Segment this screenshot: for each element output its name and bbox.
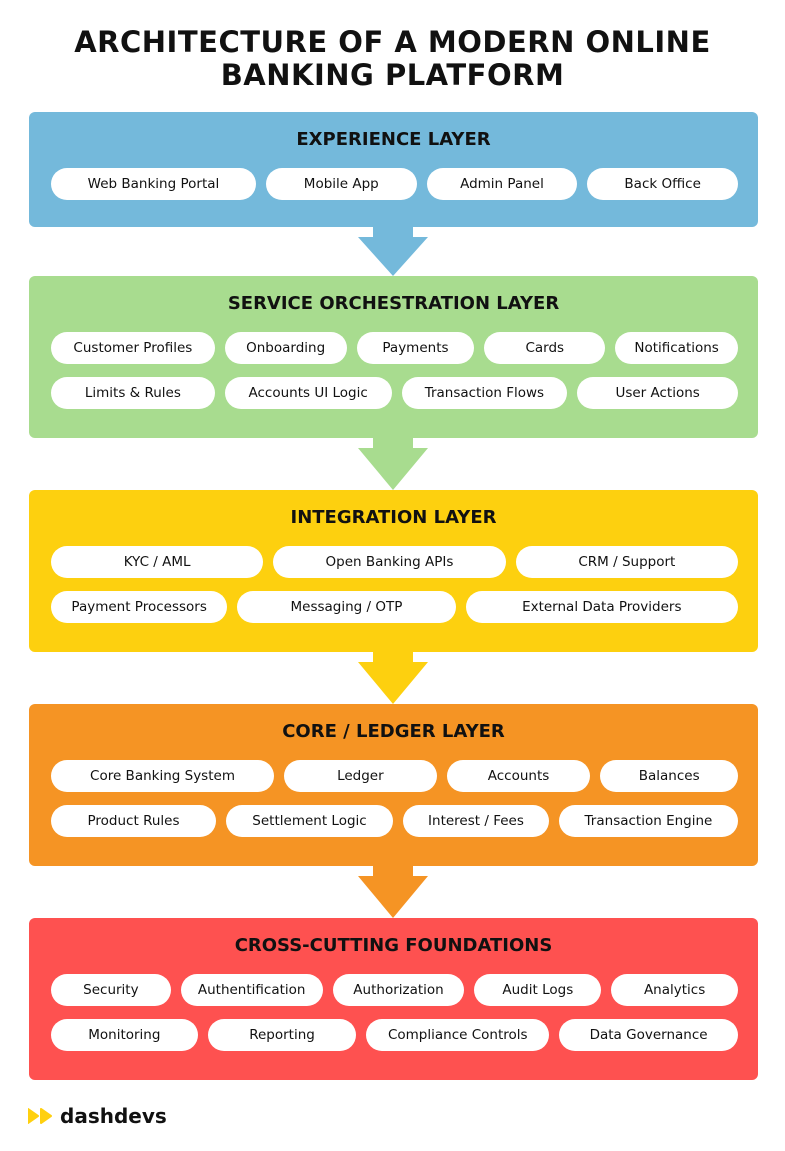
component-row: Payment Processors Messaging / OTP Externa… [51, 591, 738, 623]
component-pill: Accounts UI Logic [224, 377, 392, 409]
component-row: Limits & Rules Accounts UI Logic Transacti… [51, 377, 738, 409]
component-pill: Messaging / OTP [237, 591, 456, 623]
component-row: Web Banking Portal Mobile App Admin Panel B… [51, 168, 738, 200]
component-pill: Product Rules [51, 805, 216, 837]
component-row: Security Authentification Authorization Aud… [51, 974, 738, 1006]
component-row: Customer Profiles Onboarding Payments Cards… [51, 332, 738, 364]
component-pill: Monitoring [51, 1019, 198, 1051]
component-pill: Ledger [284, 760, 437, 792]
component-pill: Web Banking Portal [51, 168, 256, 200]
layer-title: SERVICE ORCHESTRATION LAYER [227, 293, 560, 314]
component-pill: Authentification [180, 974, 323, 1006]
down-arrow-icon [358, 652, 428, 704]
layer-title: INTEGRATION LAYER [290, 507, 497, 528]
title-line-1: ARCHITECTURE OF A MODERN ONLINE [74, 25, 711, 59]
component-pill: Compliance Controls [366, 1019, 550, 1051]
component-pill: Mobile App [265, 168, 417, 200]
component-pill: Payments [356, 332, 475, 364]
layer-1: EXPERIENCE LAYER Web Banking Portal Mobile… [29, 112, 758, 227]
component-pill: Transaction Flows [401, 377, 568, 409]
component-pill: Open Banking APIs [273, 546, 506, 578]
down-arrow-icon [358, 866, 428, 918]
component-row: Core Banking System Ledger Accounts Balance… [51, 760, 738, 792]
layer-title: CROSS-CUTTING FOUNDATIONS [234, 935, 553, 956]
component-pill: External Data Providers [465, 591, 738, 623]
component-pill: Cards [484, 332, 606, 364]
component-pill: Admin Panel [426, 168, 578, 200]
component-pill: Accounts [446, 760, 591, 792]
title-line-2: BANKING PLATFORM [220, 58, 565, 92]
component-pill: Balances [600, 760, 738, 792]
component-pill: Data Governance [559, 1019, 738, 1051]
layer-title: EXPERIENCE LAYER [296, 129, 491, 150]
component-pill: Security [51, 974, 171, 1006]
component-pill: Onboarding [224, 332, 347, 364]
component-pill: Limits & Rules [51, 377, 215, 409]
component-pill: KYC / AML [51, 546, 264, 578]
down-arrow-icon [358, 438, 428, 490]
component-row: KYC / AML Open Banking APIs CRM / Support [51, 546, 738, 578]
page-title: ARCHITECTURE OF A MODERN ONLINE BANKING P… [0, 26, 785, 92]
component-pill: Authorization [332, 974, 465, 1006]
component-pill: Settlement Logic [226, 805, 394, 837]
component-pill: CRM / Support [515, 546, 738, 578]
component-pill: Audit Logs [474, 974, 602, 1006]
layer-3: INTEGRATION LAYER KYC / AML Open Banking A… [29, 490, 758, 652]
layer-2: SERVICE ORCHESTRATION LAYER Customer Prof… [29, 276, 758, 438]
dashdevs-logo: dashdevs [28, 1104, 167, 1128]
layer-title: CORE / LEDGER LAYER [282, 721, 505, 742]
component-pill: Customer Profiles [51, 332, 215, 364]
component-row: Product Rules Settlement Logic Interest / … [51, 805, 738, 837]
layer-4: CORE / LEDGER LAYER Core Banking System Le… [29, 704, 758, 866]
component-pill: Analytics [611, 974, 738, 1006]
component-pill: Interest / Fees [403, 805, 549, 837]
play-arrows-icon [28, 1108, 52, 1124]
logo-text: dashdevs [60, 1104, 167, 1128]
down-arrow-icon [358, 227, 428, 276]
component-pill: Back Office [587, 168, 738, 200]
component-pill: Notifications [615, 332, 738, 364]
component-pill: User Actions [577, 377, 738, 409]
layer-5: CROSS-CUTTING FOUNDATIONS Security Authent… [29, 918, 758, 1080]
component-pill: Transaction Engine [558, 805, 738, 837]
component-pill: Payment Processors [51, 591, 228, 623]
component-pill: Core Banking System [51, 760, 275, 792]
component-row: Monitoring Reporting Compliance Controls Da… [51, 1019, 738, 1051]
component-pill: Reporting [207, 1019, 357, 1051]
